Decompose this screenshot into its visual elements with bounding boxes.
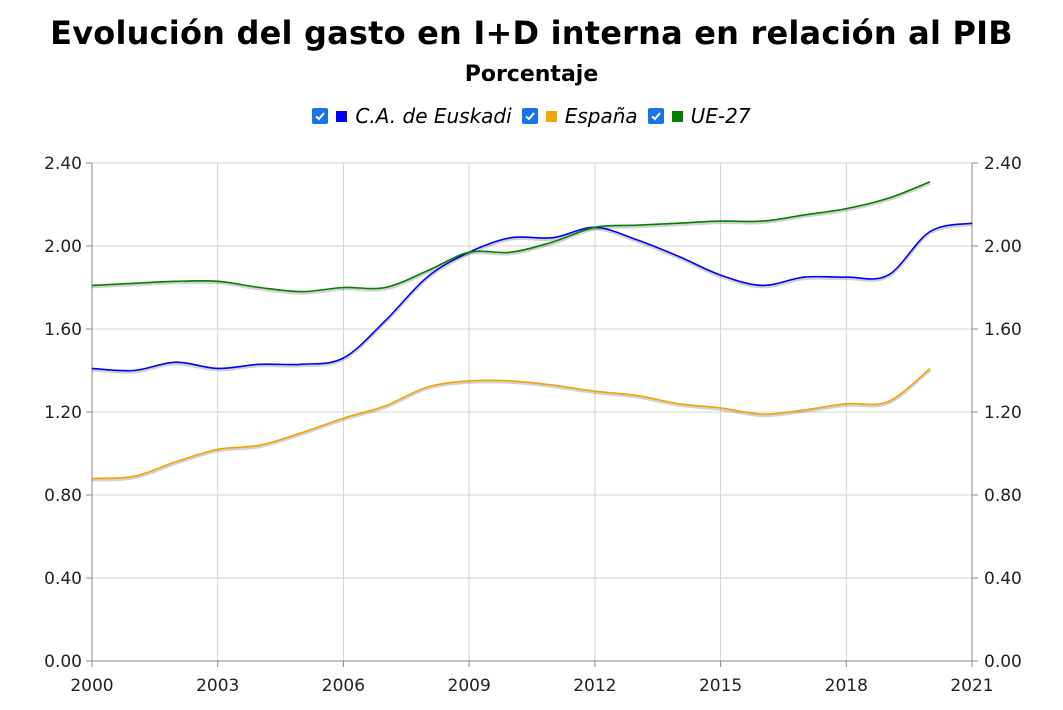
checkbox-checked-icon[interactable]	[521, 108, 538, 124]
legend-label: España	[564, 104, 638, 128]
x-tick-label: 2021	[950, 676, 993, 696]
x-tick-label: 2009	[448, 676, 491, 696]
chart-subtitle: Porcentaje	[464, 62, 599, 87]
chart-title: Evolución del gasto en I+D interna en re…	[50, 14, 1013, 52]
legend: C.A. de Euskadi España UE-27	[0, 104, 1063, 128]
y-tick-label-right: 0.40	[984, 569, 1022, 589]
x-tick-label: 2012	[573, 676, 616, 696]
y-tick-label-left: 1.20	[44, 403, 82, 423]
series-shadow-2	[91, 181, 931, 295]
y-tick-label-left: 0.00	[44, 652, 82, 672]
checkbox-checked-icon[interactable]	[312, 108, 329, 124]
series-shadow-0	[91, 223, 973, 374]
y-tick-label-right: 0.80	[984, 486, 1022, 506]
checkbox-checked-icon[interactable]	[647, 108, 664, 124]
y-tick-label-left: 0.80	[44, 486, 82, 506]
x-tick-label: 2006	[322, 676, 365, 696]
legend-label: C.A. de Euskadi	[355, 104, 512, 128]
y-tick-label-left: 1.60	[44, 320, 82, 340]
x-tick-label: 2018	[825, 676, 868, 696]
legend-swatch	[545, 110, 557, 122]
series-shadow-1	[91, 368, 932, 482]
y-tick-label-right: 2.40	[984, 154, 1022, 174]
legend-swatch	[671, 110, 683, 122]
y-tick-label-right: 1.20	[984, 403, 1022, 423]
y-tick-label-left: 2.40	[44, 154, 82, 174]
x-tick-label: 2000	[70, 676, 113, 696]
y-tick-label-left: 0.40	[44, 569, 82, 589]
x-tick-label: 2015	[699, 676, 742, 696]
legend-label: UE-27	[690, 104, 751, 128]
y-tick-label-left: 2.00	[44, 237, 82, 257]
series-line-1	[91, 367, 931, 480]
series-line-0	[91, 222, 973, 372]
legend-item-espana[interactable]: España	[521, 104, 638, 128]
series-line-2	[91, 180, 931, 293]
legend-item-euskadi[interactable]: C.A. de Euskadi	[312, 104, 512, 128]
y-tick-label-right: 0.00	[984, 652, 1022, 672]
y-tick-label-right: 2.00	[984, 237, 1022, 257]
legend-item-ue27[interactable]: UE-27	[647, 104, 751, 128]
legend-swatch	[336, 110, 348, 122]
x-tick-label: 2003	[196, 676, 239, 696]
y-tick-label-right: 1.60	[984, 320, 1022, 340]
